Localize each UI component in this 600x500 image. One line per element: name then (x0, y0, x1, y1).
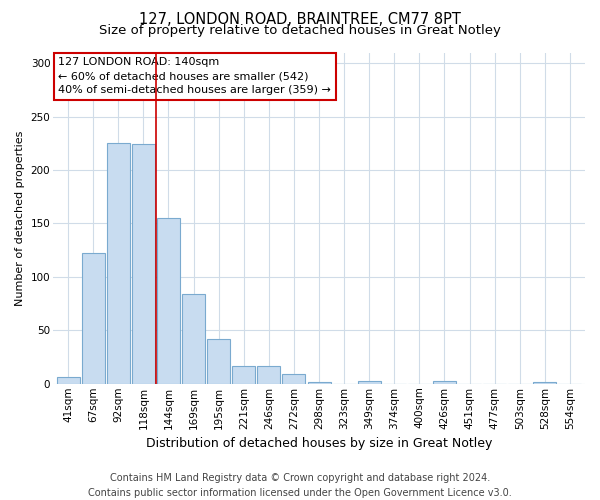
Bar (56, 378, 80, 384)
Text: Size of property relative to detached houses in Great Notley: Size of property relative to detached ho… (99, 24, 501, 37)
Bar (107, 144, 130, 384)
X-axis label: Distribution of detached houses by size in Great Notley: Distribution of detached houses by size … (146, 437, 492, 450)
Bar (283, 374, 305, 384)
Bar (132, 144, 155, 384)
Bar (533, 382, 556, 384)
Bar (82, 254, 105, 384)
Y-axis label: Number of detached properties: Number of detached properties (15, 130, 25, 306)
Text: Contains HM Land Registry data © Crown copyright and database right 2024.
Contai: Contains HM Land Registry data © Crown c… (88, 472, 512, 498)
Bar (207, 339, 230, 384)
Bar (157, 218, 180, 384)
Bar (433, 380, 456, 384)
Bar (257, 366, 280, 384)
Text: 127 LONDON ROAD: 140sqm
← 60% of detached houses are smaller (542)
40% of semi-d: 127 LONDON ROAD: 140sqm ← 60% of detache… (58, 58, 331, 96)
Text: 127, LONDON ROAD, BRAINTREE, CM77 8PT: 127, LONDON ROAD, BRAINTREE, CM77 8PT (139, 12, 461, 28)
Bar (182, 294, 205, 384)
Bar (358, 380, 381, 384)
Bar (232, 366, 256, 384)
Bar (308, 382, 331, 384)
